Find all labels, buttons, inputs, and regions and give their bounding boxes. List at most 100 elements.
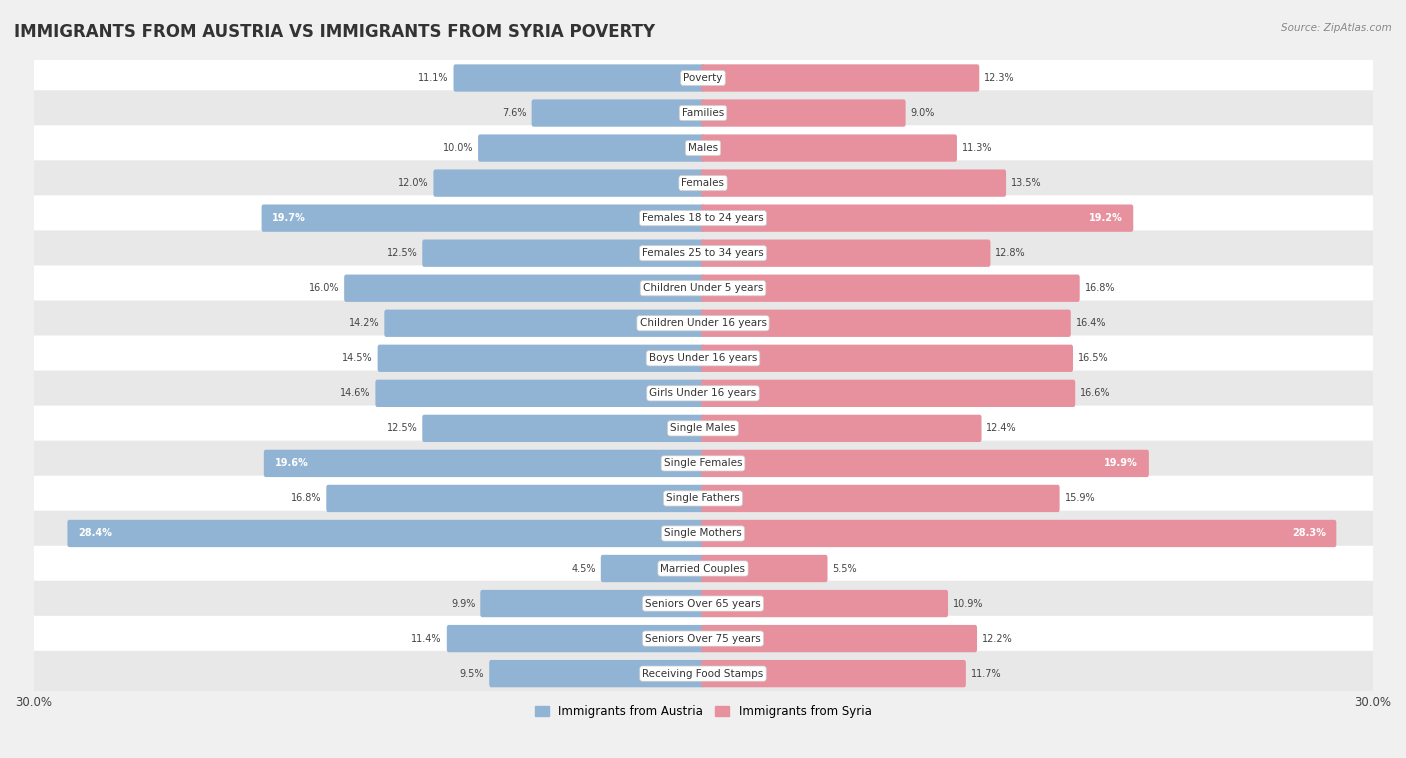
Text: Single Females: Single Females (664, 459, 742, 468)
Text: 9.9%: 9.9% (451, 599, 475, 609)
Text: 19.7%: 19.7% (273, 213, 307, 223)
Text: 12.5%: 12.5% (387, 424, 418, 434)
FancyBboxPatch shape (702, 64, 980, 92)
Text: 28.3%: 28.3% (1292, 528, 1326, 538)
Text: 10.9%: 10.9% (953, 599, 983, 609)
Text: 11.7%: 11.7% (970, 669, 1001, 678)
FancyBboxPatch shape (481, 590, 704, 617)
Text: Females: Females (682, 178, 724, 188)
FancyBboxPatch shape (702, 449, 1149, 477)
FancyBboxPatch shape (30, 300, 1376, 346)
FancyBboxPatch shape (30, 440, 1376, 486)
Text: Receiving Food Stamps: Receiving Food Stamps (643, 669, 763, 678)
Text: Children Under 5 years: Children Under 5 years (643, 283, 763, 293)
FancyBboxPatch shape (30, 125, 1376, 171)
Text: 11.4%: 11.4% (412, 634, 441, 644)
FancyBboxPatch shape (454, 64, 704, 92)
FancyBboxPatch shape (702, 99, 905, 127)
FancyBboxPatch shape (30, 371, 1376, 416)
Text: 9.5%: 9.5% (460, 669, 484, 678)
FancyBboxPatch shape (30, 55, 1376, 101)
Text: Boys Under 16 years: Boys Under 16 years (648, 353, 758, 363)
Text: 16.6%: 16.6% (1080, 388, 1111, 399)
Text: 5.5%: 5.5% (832, 563, 858, 574)
Text: 12.3%: 12.3% (984, 73, 1015, 83)
Text: 4.5%: 4.5% (571, 563, 596, 574)
Text: 10.0%: 10.0% (443, 143, 474, 153)
Text: 12.8%: 12.8% (995, 248, 1026, 258)
FancyBboxPatch shape (384, 309, 704, 337)
FancyBboxPatch shape (531, 99, 704, 127)
FancyBboxPatch shape (422, 415, 704, 442)
Text: 12.4%: 12.4% (987, 424, 1017, 434)
FancyBboxPatch shape (30, 336, 1376, 381)
FancyBboxPatch shape (702, 205, 1133, 232)
FancyBboxPatch shape (344, 274, 704, 302)
Text: 28.4%: 28.4% (79, 528, 112, 538)
Text: 19.2%: 19.2% (1088, 213, 1122, 223)
FancyBboxPatch shape (702, 485, 1060, 512)
FancyBboxPatch shape (30, 476, 1376, 522)
FancyBboxPatch shape (702, 415, 981, 442)
FancyBboxPatch shape (702, 170, 1007, 197)
Text: 14.2%: 14.2% (349, 318, 380, 328)
FancyBboxPatch shape (447, 625, 704, 652)
Text: 11.3%: 11.3% (962, 143, 993, 153)
FancyBboxPatch shape (30, 581, 1376, 626)
FancyBboxPatch shape (702, 660, 966, 688)
Text: Source: ZipAtlas.com: Source: ZipAtlas.com (1281, 23, 1392, 33)
Text: IMMIGRANTS FROM AUSTRIA VS IMMIGRANTS FROM SYRIA POVERTY: IMMIGRANTS FROM AUSTRIA VS IMMIGRANTS FR… (14, 23, 655, 41)
Text: Single Mothers: Single Mothers (664, 528, 742, 538)
Text: Seniors Over 65 years: Seniors Over 65 years (645, 599, 761, 609)
Text: 19.9%: 19.9% (1105, 459, 1139, 468)
FancyBboxPatch shape (702, 345, 1073, 372)
FancyBboxPatch shape (378, 345, 704, 372)
Text: Single Fathers: Single Fathers (666, 493, 740, 503)
FancyBboxPatch shape (30, 511, 1376, 556)
Text: Families: Families (682, 108, 724, 118)
Text: 16.8%: 16.8% (291, 493, 322, 503)
Text: 16.0%: 16.0% (309, 283, 339, 293)
FancyBboxPatch shape (30, 196, 1376, 241)
FancyBboxPatch shape (702, 274, 1080, 302)
FancyBboxPatch shape (262, 205, 704, 232)
Text: 12.0%: 12.0% (398, 178, 429, 188)
Text: Girls Under 16 years: Girls Under 16 years (650, 388, 756, 399)
Text: Seniors Over 75 years: Seniors Over 75 years (645, 634, 761, 644)
FancyBboxPatch shape (489, 660, 704, 688)
Text: 14.5%: 14.5% (342, 353, 373, 363)
Text: 11.1%: 11.1% (418, 73, 449, 83)
FancyBboxPatch shape (702, 309, 1071, 337)
Text: 13.5%: 13.5% (1011, 178, 1042, 188)
FancyBboxPatch shape (478, 134, 704, 161)
FancyBboxPatch shape (600, 555, 704, 582)
FancyBboxPatch shape (30, 90, 1376, 136)
Text: 12.2%: 12.2% (981, 634, 1012, 644)
Text: Females 18 to 24 years: Females 18 to 24 years (643, 213, 763, 223)
FancyBboxPatch shape (30, 651, 1376, 697)
FancyBboxPatch shape (702, 590, 948, 617)
Legend: Immigrants from Austria, Immigrants from Syria: Immigrants from Austria, Immigrants from… (530, 700, 876, 723)
FancyBboxPatch shape (30, 230, 1376, 276)
Text: 7.6%: 7.6% (502, 108, 527, 118)
Text: Females 25 to 34 years: Females 25 to 34 years (643, 248, 763, 258)
FancyBboxPatch shape (702, 520, 1336, 547)
FancyBboxPatch shape (264, 449, 704, 477)
FancyBboxPatch shape (30, 406, 1376, 451)
FancyBboxPatch shape (67, 520, 704, 547)
Text: Married Couples: Married Couples (661, 563, 745, 574)
Text: 15.9%: 15.9% (1064, 493, 1095, 503)
FancyBboxPatch shape (702, 555, 828, 582)
FancyBboxPatch shape (375, 380, 704, 407)
FancyBboxPatch shape (702, 625, 977, 652)
Text: 16.5%: 16.5% (1078, 353, 1108, 363)
FancyBboxPatch shape (30, 615, 1376, 662)
Text: 14.6%: 14.6% (340, 388, 371, 399)
FancyBboxPatch shape (30, 161, 1376, 206)
Text: 12.5%: 12.5% (387, 248, 418, 258)
FancyBboxPatch shape (422, 240, 704, 267)
FancyBboxPatch shape (433, 170, 704, 197)
FancyBboxPatch shape (30, 546, 1376, 591)
Text: Males: Males (688, 143, 718, 153)
FancyBboxPatch shape (326, 485, 704, 512)
